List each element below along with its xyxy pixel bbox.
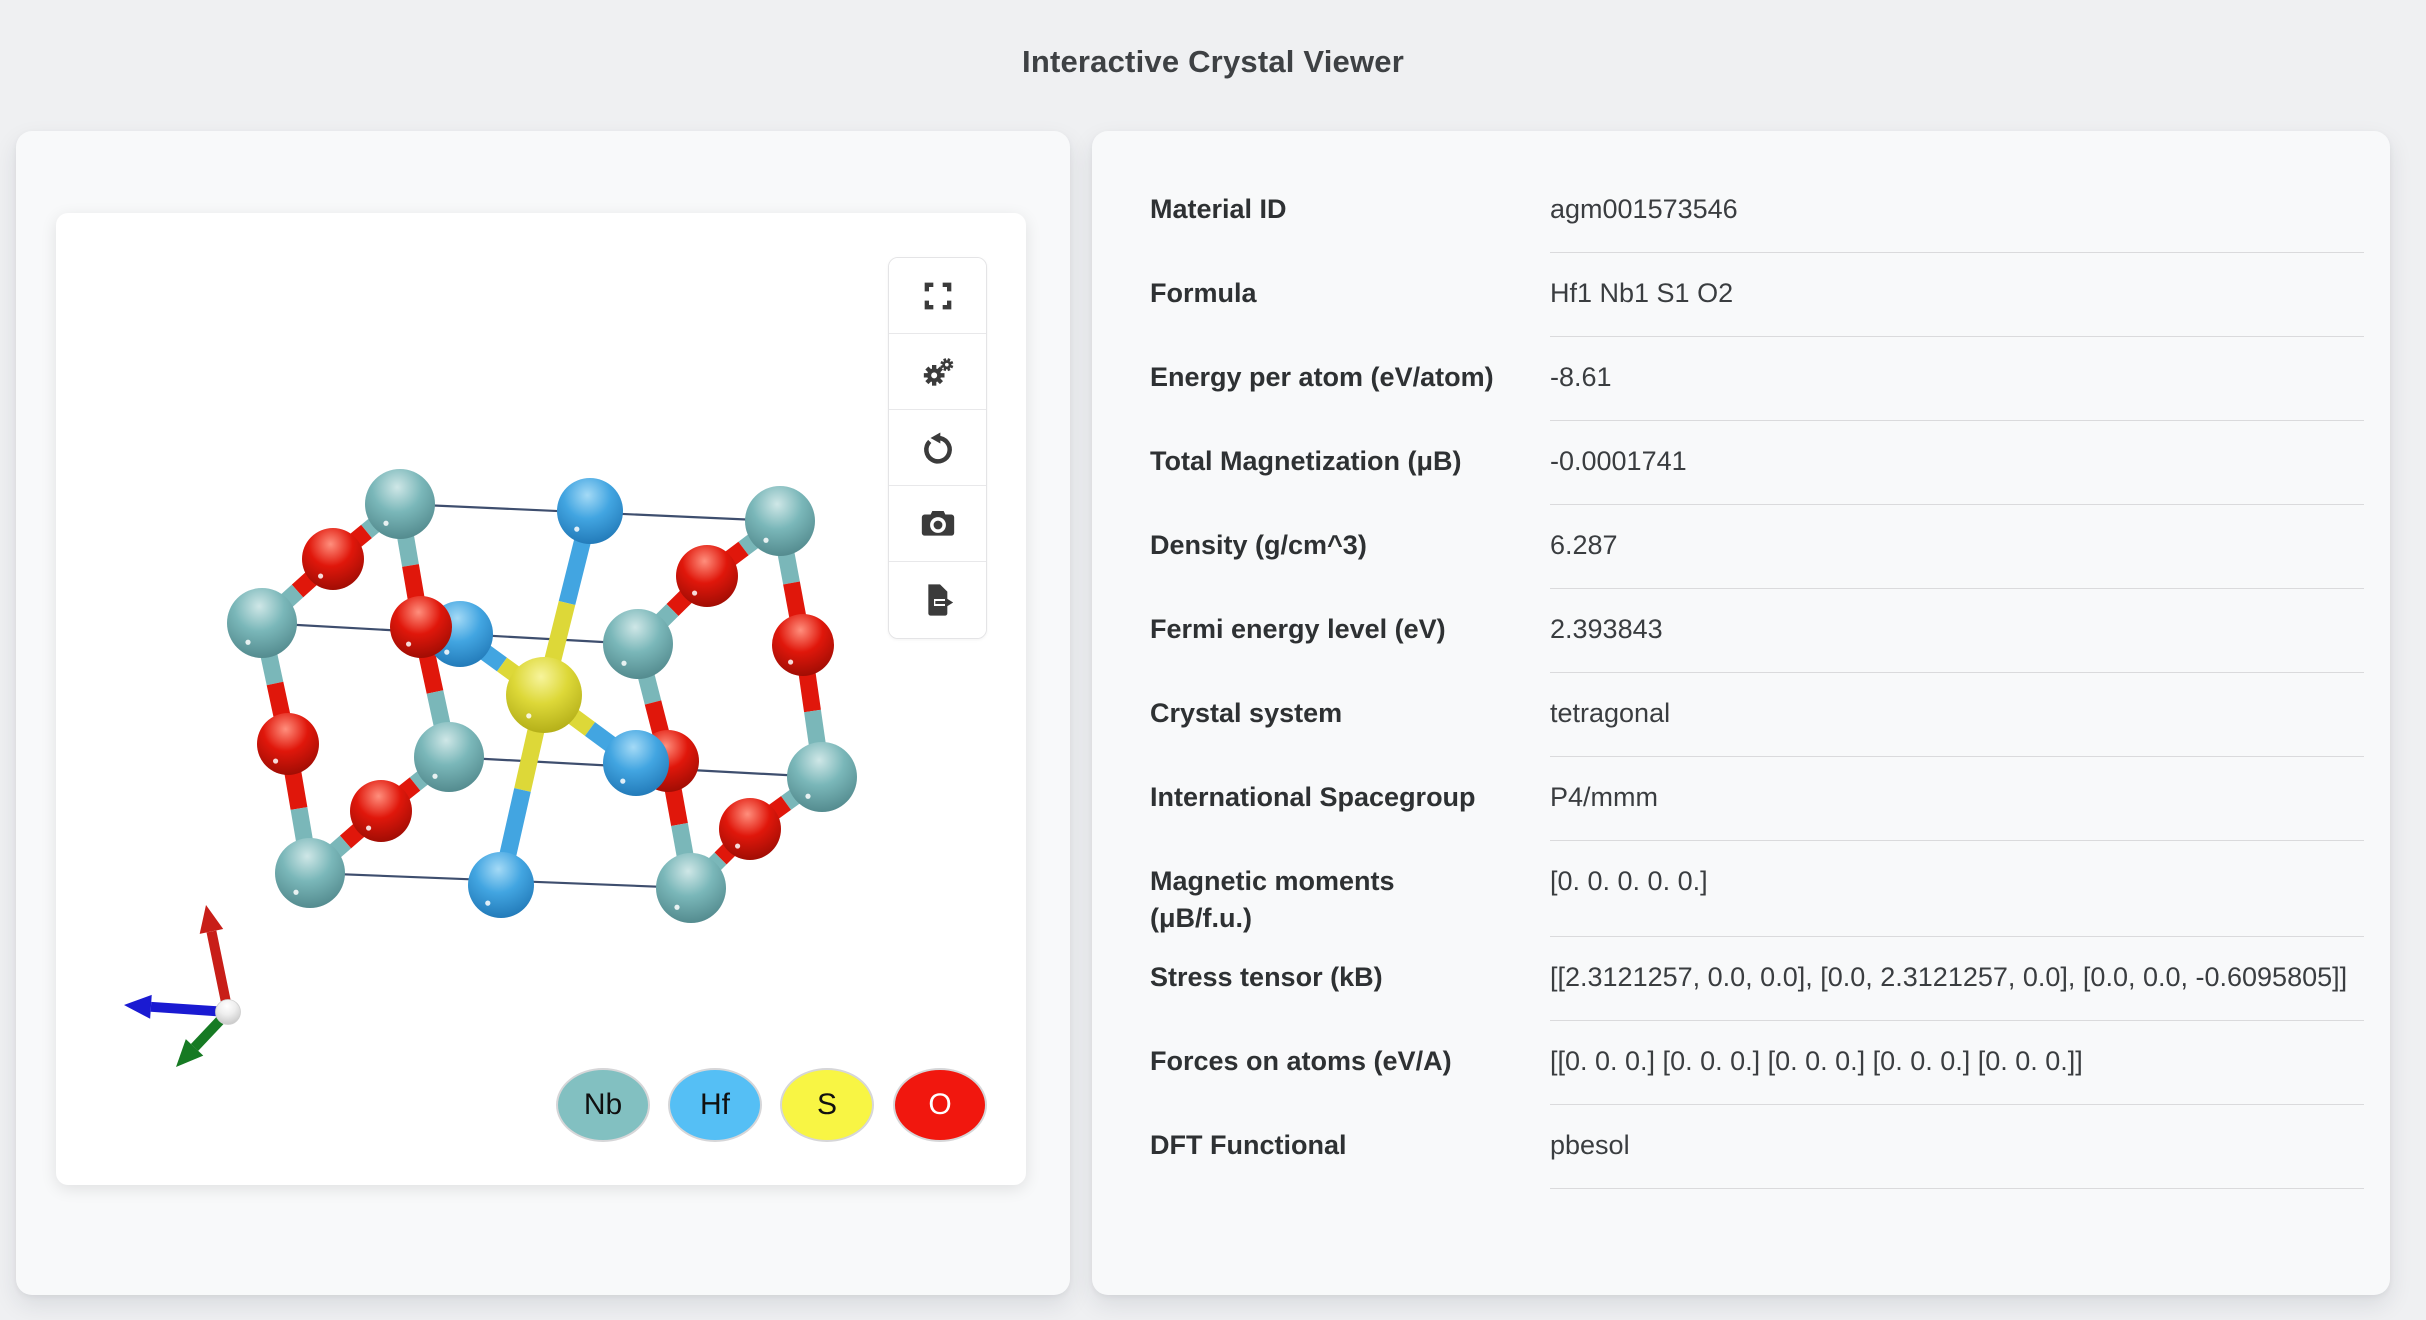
atom-O[interactable] bbox=[772, 614, 834, 676]
axis-a-arrow bbox=[206, 930, 233, 1014]
property-label: Formula bbox=[1150, 278, 1257, 308]
atom-O[interactable] bbox=[350, 780, 412, 842]
property-row: Total Magnetization (μB) -0.0001741 bbox=[1150, 421, 2364, 505]
settings-button[interactable] bbox=[889, 334, 986, 410]
atom-O[interactable] bbox=[676, 545, 738, 607]
atom-Hf[interactable] bbox=[557, 478, 623, 544]
properties-table: Material ID agm001573546 Formula Hf1 Nb1 S1… bbox=[1150, 169, 2364, 1189]
property-value: [[2.3121257, 0.0, 0.0], [0.0, 2.3121257,… bbox=[1550, 937, 2364, 1021]
element-legend: Nb Hf S O bbox=[56, 213, 1026, 1185]
property-value: [0. 0. 0. 0. 0.] bbox=[1550, 841, 2364, 937]
property-row: Crystal system tetragonal bbox=[1150, 673, 2364, 757]
property-row: Forces on atoms (eV/A) [[0. 0. 0.] [0. 0.… bbox=[1150, 1021, 2364, 1105]
atom-O[interactable] bbox=[257, 713, 319, 775]
legend-element-Nb[interactable]: Nb bbox=[556, 1068, 650, 1142]
fullscreen-button[interactable] bbox=[889, 258, 986, 334]
property-row: Fermi energy level (eV) 2.393843 bbox=[1150, 589, 2364, 673]
atom-Nb[interactable] bbox=[656, 853, 726, 923]
atom-O[interactable] bbox=[302, 528, 364, 590]
axis-c-arrowhead bbox=[176, 1039, 204, 1067]
property-value: [[0. 0. 0.] [0. 0. 0.] [0. 0. 0.] [0. 0.… bbox=[1550, 1021, 2364, 1105]
property-label: Energy per atom (eV/atom) bbox=[1150, 362, 1494, 392]
property-row: Density (g/cm^3) 6.287 bbox=[1150, 505, 2364, 589]
atom-S[interactable] bbox=[506, 657, 582, 733]
atom-Nb[interactable] bbox=[275, 838, 345, 908]
export-icon bbox=[927, 584, 953, 616]
orientation-axes bbox=[124, 905, 241, 1067]
crystal-3d-viewport[interactable] bbox=[56, 213, 1026, 1185]
atom-Nb[interactable] bbox=[745, 486, 815, 556]
atom-Nb[interactable] bbox=[787, 742, 857, 812]
property-label: International Spacegroup bbox=[1150, 782, 1476, 812]
axis-a-arrowhead bbox=[199, 905, 224, 934]
axes-origin-ball bbox=[215, 999, 241, 1025]
legend-element-O[interactable]: O bbox=[893, 1068, 987, 1142]
property-value: tetragonal bbox=[1550, 673, 2364, 757]
property-value: 6.287 bbox=[1550, 505, 2364, 589]
viewer-panel: Nb Hf S O bbox=[16, 131, 1070, 1295]
property-label: Total Magnetization (μB) bbox=[1150, 446, 1462, 476]
legend-element-S[interactable]: S bbox=[780, 1068, 874, 1142]
property-value: P4/mmm bbox=[1550, 757, 2364, 841]
property-row: Formula Hf1 Nb1 S1 O2 bbox=[1150, 253, 2364, 337]
property-row: International Spacegroup P4/mmm bbox=[1150, 757, 2364, 841]
property-label: Magnetic moments (μB/f.u.) bbox=[1150, 866, 1395, 933]
property-label: Crystal system bbox=[1150, 698, 1343, 728]
property-row: Magnetic moments (μB/f.u.) [0. 0. 0. 0. 0.… bbox=[1150, 841, 2364, 937]
property-label: Material ID bbox=[1150, 194, 1287, 224]
property-value: -8.61 bbox=[1550, 337, 2364, 421]
atom-Hf[interactable] bbox=[603, 730, 669, 796]
property-label: Density (g/cm^3) bbox=[1150, 530, 1367, 560]
property-row: Stress tensor (kB) [[2.3121257, 0.0, 0.0]… bbox=[1150, 937, 2364, 1021]
legend-element-Hf[interactable]: Hf bbox=[668, 1068, 762, 1142]
property-value: pbesol bbox=[1550, 1105, 2364, 1189]
property-row: Energy per atom (eV/atom) -8.61 bbox=[1150, 337, 2364, 421]
axis-b-arrowhead bbox=[124, 994, 152, 1019]
viewer-toolbar bbox=[888, 257, 987, 639]
crystal-structure-svg bbox=[124, 469, 857, 1067]
atom-Nb[interactable] bbox=[227, 588, 297, 658]
atom-Nb[interactable] bbox=[603, 609, 673, 679]
property-value: Hf1 Nb1 S1 O2 bbox=[1550, 253, 2364, 337]
property-label: DFT Functional bbox=[1150, 1130, 1347, 1160]
property-value: 2.393843 bbox=[1550, 589, 2364, 673]
property-value: agm001573546 bbox=[1550, 169, 2364, 253]
reset-view-button[interactable] bbox=[889, 410, 986, 486]
property-value: -0.0001741 bbox=[1550, 421, 2364, 505]
property-row: DFT Functional pbesol bbox=[1150, 1105, 2364, 1189]
screenshot-icon bbox=[921, 510, 954, 536]
property-row: Material ID agm001573546 bbox=[1150, 169, 2364, 253]
settings-icon bbox=[923, 357, 953, 386]
property-label: Fermi energy level (eV) bbox=[1150, 614, 1446, 644]
page-title: Interactive Crystal Viewer bbox=[1022, 44, 1404, 79]
crystal-viewer-card: Nb Hf S O bbox=[56, 213, 1026, 1185]
properties-panel: Material ID agm001573546 Formula Hf1 Nb1 S1… bbox=[1092, 131, 2390, 1295]
fullscreen-icon bbox=[924, 282, 951, 309]
atom-Nb[interactable] bbox=[365, 469, 435, 539]
screenshot-button[interactable] bbox=[889, 486, 986, 562]
atom-O[interactable] bbox=[390, 596, 452, 658]
reset-view-icon bbox=[923, 432, 952, 464]
property-label: Stress tensor (kB) bbox=[1150, 962, 1383, 992]
atom-Nb[interactable] bbox=[414, 722, 484, 792]
atom-Hf[interactable] bbox=[468, 852, 534, 918]
export-button[interactable] bbox=[889, 562, 986, 638]
property-label: Forces on atoms (eV/A) bbox=[1150, 1046, 1452, 1076]
atom-O[interactable] bbox=[719, 798, 781, 860]
